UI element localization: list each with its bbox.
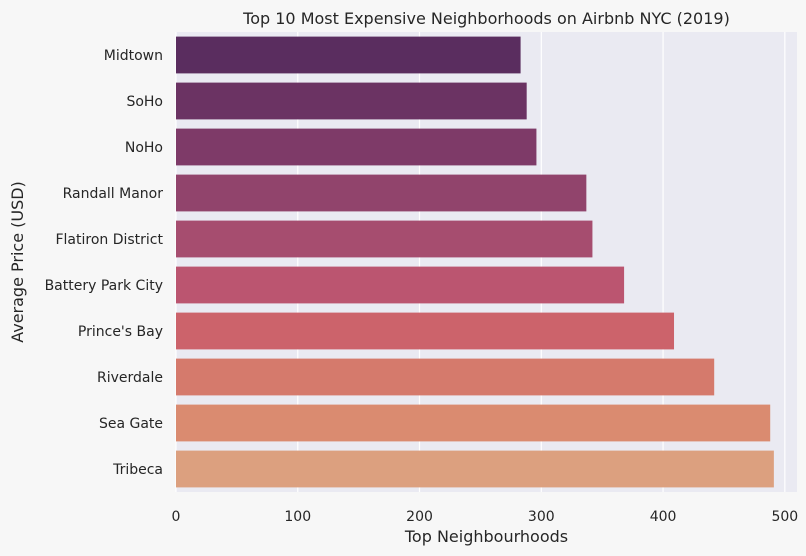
bar-tribeca [176,450,774,488]
y-tick-label: SoHo [126,94,163,110]
y-tick-label: Riverdale [97,370,163,386]
x-tick-label: 100 [284,509,311,525]
x-axis-title: Top Neighbourhoods [404,527,568,546]
y-tick-label: Prince's Bay [78,324,163,340]
x-tick-label: 200 [406,509,433,525]
x-tick-label: 0 [172,509,181,525]
bar-soho [176,82,527,120]
y-tick-label: Flatiron District [55,232,163,248]
y-tick-label: Battery Park City [45,278,163,294]
bars [176,36,774,488]
y-tick-label: Midtown [104,48,163,64]
y-tick-label: Randall Manor [63,186,164,202]
y-tick-label: Tribeca [112,462,163,478]
x-tick-labels: 0 100 200 300 400 500 [172,509,799,525]
y-axis-title: Average Price (USD) [8,181,27,343]
bar-flatiron-district [176,220,593,258]
x-tick-label: 400 [650,509,677,525]
y-tick-label: NoHo [125,140,163,156]
y-tick-label: Sea Gate [99,416,163,432]
chart-title: Top 10 Most Expensive Neighborhoods on A… [242,9,730,28]
bar-riverdale [176,358,715,396]
bar-randall-manor [176,174,587,212]
bar-sea-gate [176,404,771,442]
bar-battery-park-city [176,266,625,304]
y-tick-labels: Midtown SoHo NoHo Randall Manor Flatiron Dis… [45,48,164,478]
bar-midtown [176,36,521,74]
x-tick-label: 500 [771,509,798,525]
x-tick-label: 300 [528,509,555,525]
bar-prince-s-bay [176,312,675,350]
bar-noho [176,128,537,166]
